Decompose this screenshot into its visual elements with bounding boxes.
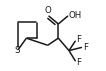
Text: F: F <box>76 35 81 44</box>
Text: S: S <box>15 46 20 55</box>
Text: O: O <box>44 6 51 15</box>
Text: OH: OH <box>69 11 82 20</box>
Text: F: F <box>76 58 81 67</box>
Text: F: F <box>83 43 88 52</box>
